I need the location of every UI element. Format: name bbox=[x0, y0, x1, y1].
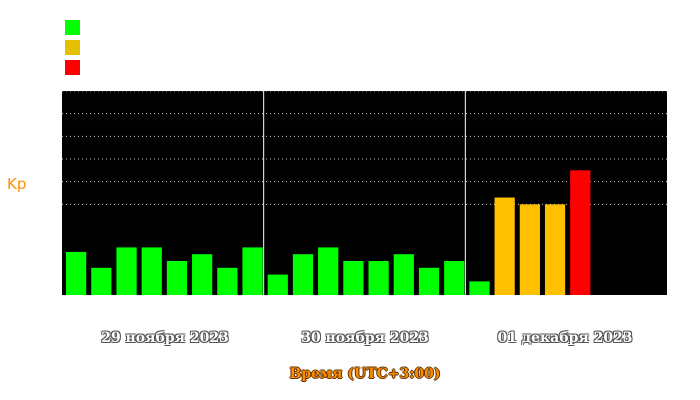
kp-bar bbox=[116, 247, 137, 295]
kp-bar bbox=[217, 267, 238, 295]
kp-bar bbox=[318, 247, 339, 295]
y-axis-label: Kp bbox=[7, 175, 27, 193]
kp-bar bbox=[91, 267, 112, 295]
kp-bar bbox=[141, 247, 162, 295]
kp-bar bbox=[393, 254, 414, 295]
kp-bar bbox=[544, 204, 566, 295]
day-label-2: 30 ноября 2023 bbox=[301, 330, 429, 346]
x-axis-label: Время (UTC+3:00) bbox=[289, 366, 441, 382]
kp-bar bbox=[343, 261, 364, 295]
kp-bar bbox=[418, 267, 440, 295]
kp-bar bbox=[519, 204, 540, 295]
legend-swatch-green bbox=[65, 20, 80, 35]
kp-bar bbox=[66, 251, 87, 295]
day-label-1: 29 ноября 2023 bbox=[101, 330, 229, 346]
day-label-3: 01 декабря 2023 bbox=[497, 330, 633, 346]
kp-bar bbox=[494, 197, 515, 295]
kp-bar bbox=[242, 247, 263, 295]
legend-swatch-red bbox=[65, 60, 80, 75]
kp-bar bbox=[166, 261, 188, 295]
kp-bar bbox=[570, 170, 591, 295]
legend-swatch-yellow bbox=[65, 40, 80, 55]
kp-bar bbox=[267, 274, 288, 295]
plot-background bbox=[62, 91, 667, 295]
kp-bar bbox=[292, 254, 314, 295]
kp-bar bbox=[368, 261, 389, 295]
kp-bar bbox=[444, 261, 465, 295]
kp-bar bbox=[469, 281, 490, 295]
kp-bar bbox=[192, 254, 213, 295]
